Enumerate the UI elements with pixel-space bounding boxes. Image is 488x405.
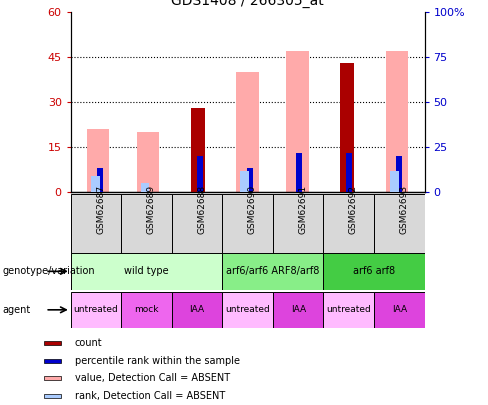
Bar [44,394,61,398]
Bar [172,194,223,255]
Bar [374,292,425,328]
Bar [324,194,374,255]
Bar [286,51,309,192]
Text: GSM62693: GSM62693 [399,185,408,234]
Text: genotype/variation: genotype/variation [2,266,95,276]
Bar [44,358,61,362]
Bar [340,63,354,192]
Bar [273,194,324,255]
Bar [172,292,223,328]
Bar [223,292,273,328]
Bar [71,194,122,255]
Bar [87,129,109,192]
Text: IAA: IAA [392,305,407,314]
Text: percentile rank within the sample: percentile rank within the sample [75,356,240,366]
Text: GSM62688: GSM62688 [197,185,206,234]
Bar [71,292,122,328]
Text: IAA: IAA [189,305,204,314]
Bar [44,376,61,380]
Bar [324,253,425,290]
Bar [191,108,205,192]
Text: GSM62687: GSM62687 [96,185,105,234]
Text: wild type: wild type [124,266,169,276]
Bar [223,253,324,290]
Text: rank, Detection Call = ABSENT: rank, Detection Call = ABSENT [75,390,225,401]
Text: GSM62692: GSM62692 [349,185,358,234]
Bar [297,153,303,192]
Bar [141,183,149,192]
Bar [91,176,100,192]
Bar [346,153,352,192]
Bar [223,194,273,255]
Bar [97,168,103,192]
Text: agent: agent [2,305,31,315]
Bar [396,156,402,192]
Bar [273,292,324,328]
Bar [122,194,172,255]
Text: arf6 arf8: arf6 arf8 [353,266,395,276]
Text: count: count [75,338,102,348]
Bar [240,171,249,192]
Text: GSM62689: GSM62689 [146,185,156,234]
Text: untreated: untreated [74,305,119,314]
Bar [374,194,425,255]
Text: mock: mock [134,305,159,314]
Text: untreated: untreated [326,305,371,314]
Bar [122,292,172,328]
Title: GDS1408 / 266305_at: GDS1408 / 266305_at [171,0,324,9]
Text: GSM62690: GSM62690 [248,185,257,234]
Text: GSM62691: GSM62691 [298,185,307,234]
Bar [246,168,253,192]
Text: value, Detection Call = ABSENT: value, Detection Call = ABSENT [75,373,230,383]
Bar [390,171,399,192]
Bar [237,72,259,192]
Bar [44,341,61,345]
Bar [324,292,374,328]
Text: IAA: IAA [291,305,306,314]
Bar [386,51,408,192]
Text: arf6/arf6 ARF8/arf8: arf6/arf6 ARF8/arf8 [226,266,320,276]
Bar [197,156,203,192]
Bar [71,253,223,290]
Text: untreated: untreated [225,305,270,314]
Bar [137,132,159,192]
